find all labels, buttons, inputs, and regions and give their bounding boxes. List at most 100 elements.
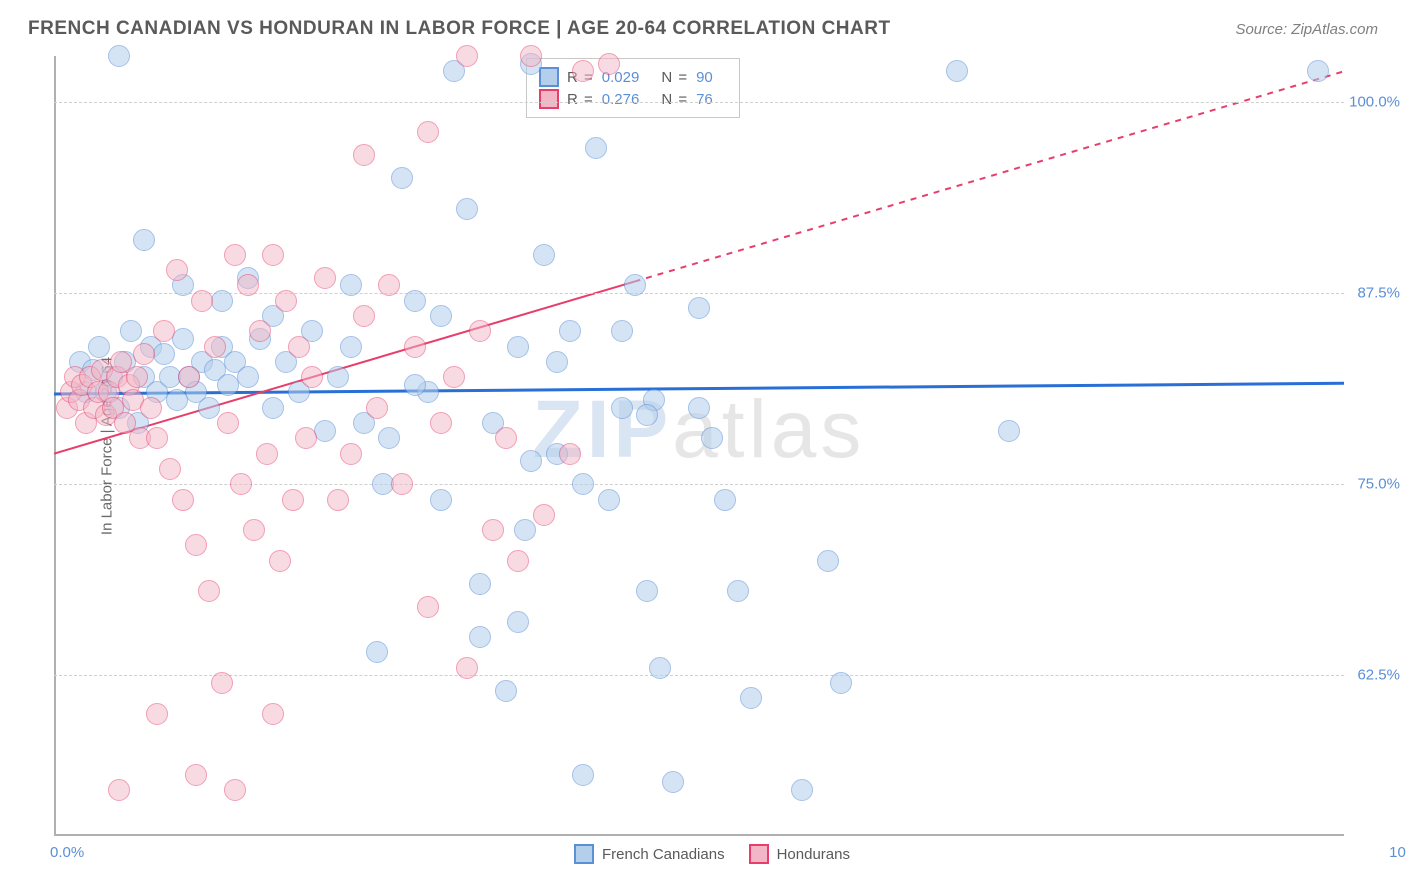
scatter-point <box>636 580 658 602</box>
scatter-point <box>262 397 284 419</box>
scatter-point <box>353 305 375 327</box>
scatter-point <box>533 244 555 266</box>
scatter-point <box>327 366 349 388</box>
scatter-point <box>714 489 736 511</box>
series-label-0: French Canadians <box>602 846 725 863</box>
scatter-point <box>191 290 213 312</box>
series-swatch-0 <box>574 844 594 864</box>
x-tick-min: 0.0% <box>50 844 84 861</box>
scatter-point <box>611 397 633 419</box>
scatter-point <box>140 397 162 419</box>
plot-area: ZIPatlas R = 0.029 N = 90 R = 0.276 N = … <box>54 56 1344 836</box>
scatter-point <box>624 274 646 296</box>
scatter-point <box>611 320 633 342</box>
scatter-point <box>469 626 491 648</box>
scatter-point <box>482 519 504 541</box>
scatter-point <box>572 473 594 495</box>
scatter-point <box>185 764 207 786</box>
scatter-point <box>404 336 426 358</box>
scatter-point <box>391 473 413 495</box>
scatter-point <box>662 771 684 793</box>
scatter-point <box>520 45 542 67</box>
y-tick-label: 75.0% <box>1357 476 1400 493</box>
legend-n-label: N = <box>661 69 688 86</box>
scatter-point <box>108 779 130 801</box>
scatter-point <box>224 779 246 801</box>
scatter-point <box>701 427 723 449</box>
series-swatch-1 <box>749 844 769 864</box>
scatter-point <box>224 244 246 266</box>
scatter-point <box>314 267 336 289</box>
scatter-point <box>830 672 852 694</box>
scatter-point <box>514 519 536 541</box>
scatter-point <box>237 366 259 388</box>
stats-legend-row-1: R = 0.276 N = 76 <box>539 89 727 109</box>
x-tick-max: 100.0% <box>1389 844 1406 861</box>
scatter-point <box>456 45 478 67</box>
y-axis-line <box>54 56 56 836</box>
legend-r-value-1: 0.276 <box>602 91 640 108</box>
scatter-point <box>572 60 594 82</box>
scatter-point <box>585 137 607 159</box>
scatter-point <box>443 366 465 388</box>
scatter-point <box>198 397 220 419</box>
scatter-point <box>430 412 452 434</box>
scatter-point <box>120 320 142 342</box>
scatter-point <box>126 366 148 388</box>
scatter-point <box>559 320 581 342</box>
scatter-point <box>88 336 110 358</box>
series-label-1: Hondurans <box>777 846 850 863</box>
scatter-point <box>946 60 968 82</box>
scatter-point <box>230 473 252 495</box>
scatter-point <box>469 320 491 342</box>
scatter-point <box>217 412 239 434</box>
scatter-point <box>153 343 175 365</box>
chart-title: FRENCH CANADIAN VS HONDURAN IN LABOR FOR… <box>28 18 891 40</box>
scatter-point <box>791 779 813 801</box>
scatter-point <box>159 458 181 480</box>
legend-n-value-1: 76 <box>696 91 713 108</box>
scatter-point <box>133 343 155 365</box>
y-tick-label: 87.5% <box>1357 285 1400 302</box>
scatter-point <box>378 427 400 449</box>
scatter-point <box>391 167 413 189</box>
scatter-point <box>417 596 439 618</box>
scatter-point <box>649 657 671 679</box>
scatter-point <box>378 274 400 296</box>
scatter-point <box>146 427 168 449</box>
scatter-point <box>469 573 491 595</box>
grid-line <box>54 675 1344 676</box>
scatter-point <box>249 320 271 342</box>
scatter-point <box>262 703 284 725</box>
chart-header: FRENCH CANADIAN VS HONDURAN IN LABOR FOR… <box>0 0 1406 50</box>
scatter-point <box>353 144 375 166</box>
stats-legend: R = 0.029 N = 90 R = 0.276 N = 76 <box>526 58 740 118</box>
y-tick-label: 62.5% <box>1357 667 1400 684</box>
scatter-point <box>1307 60 1329 82</box>
scatter-point <box>166 259 188 281</box>
scatter-point <box>430 489 452 511</box>
scatter-point <box>456 657 478 679</box>
legend-swatch-1 <box>539 89 559 109</box>
x-axis-line <box>54 834 1344 836</box>
scatter-point <box>456 198 478 220</box>
scatter-point <box>288 336 310 358</box>
scatter-point <box>237 274 259 296</box>
scatter-point <box>740 687 762 709</box>
scatter-point <box>340 274 362 296</box>
scatter-point <box>282 489 304 511</box>
source-attribution: Source: ZipAtlas.com <box>1235 21 1378 38</box>
scatter-point <box>495 427 517 449</box>
scatter-point <box>198 580 220 602</box>
scatter-point <box>211 672 233 694</box>
scatter-point <box>817 550 839 572</box>
scatter-point <box>340 336 362 358</box>
scatter-point <box>998 420 1020 442</box>
scatter-point <box>598 489 620 511</box>
scatter-point <box>301 366 323 388</box>
scatter-point <box>546 351 568 373</box>
scatter-point <box>688 297 710 319</box>
grid-line <box>54 102 1344 103</box>
scatter-point <box>211 290 233 312</box>
trend-lines <box>54 56 1344 836</box>
